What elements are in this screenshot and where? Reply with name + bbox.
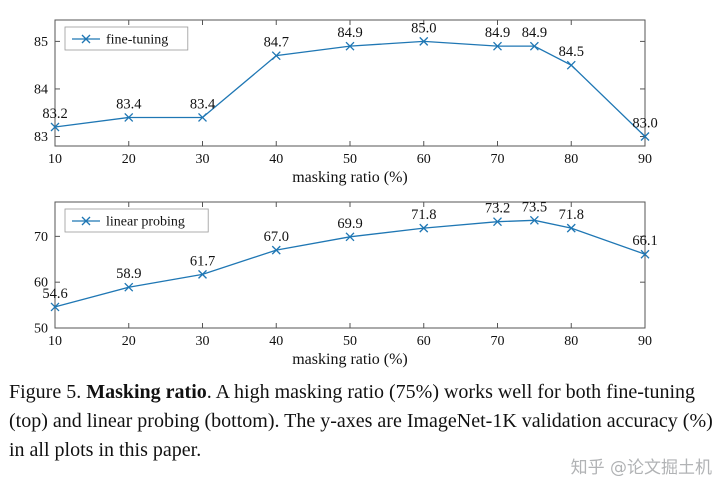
x-axis-label: masking ratio (%) xyxy=(292,351,408,368)
x-tick-label: 70 xyxy=(491,334,505,349)
data-point-label: 84.9 xyxy=(337,25,362,41)
figure-label: Figure 5. xyxy=(9,381,82,403)
data-point-label: 58.9 xyxy=(116,266,141,282)
data-point-label: 85.0 xyxy=(411,20,436,36)
figure-page: 10 20 30 40 50 60 70 80 90 83 84 85 83.2 83.4 83.4 84.7… xyxy=(0,4,722,478)
legend-label: fine-tuning xyxy=(106,33,168,48)
x-tick-label: 30 xyxy=(196,334,210,349)
y-tick-label: 50 xyxy=(34,322,48,337)
data-point-labels: 83.2 83.4 83.4 84.7 84.9 85.0 84.9 84.9 84.5 83.0 xyxy=(42,20,657,131)
x-tick-label: 50 xyxy=(343,152,357,167)
series-markers xyxy=(50,215,650,312)
x-tick-label: 90 xyxy=(638,152,652,167)
y-tick-label: 85 xyxy=(34,35,48,50)
x-tick-label: 20 xyxy=(122,152,136,167)
x-tick-label: 50 xyxy=(343,334,357,349)
data-point-label: 84.9 xyxy=(522,25,547,41)
x-tick-label: 90 xyxy=(638,334,652,349)
y-tick-label: 84 xyxy=(34,82,48,97)
x-tick-label: 80 xyxy=(564,334,578,349)
data-point-label: 67.0 xyxy=(264,229,289,245)
fine-tuning-chart: 10 20 30 40 50 60 70 80 90 83 84 85 83.2 83.4 83.4 84.7… xyxy=(0,4,722,186)
data-point-label: 84.9 xyxy=(485,25,510,41)
x-tick-label: 60 xyxy=(417,334,431,349)
data-point-label: 69.9 xyxy=(337,216,362,232)
figure-title: Masking ratio xyxy=(86,381,207,403)
line-chart-svg: 10 20 30 40 50 60 70 80 90 83 84 85 83.2 83.4 83.4 84.7… xyxy=(34,19,658,186)
x-tick-label: 20 xyxy=(122,334,136,349)
series-markers xyxy=(50,36,650,141)
charts-container: 10 20 30 40 50 60 70 80 90 83 84 85 83.2 83.4 83.4 84.7… xyxy=(0,4,722,368)
x-tick-label: 40 xyxy=(269,334,283,349)
data-point-label: 83.4 xyxy=(190,96,216,112)
figure-caption: Figure 5. Masking ratio. A high masking … xyxy=(9,378,713,465)
data-point-label: 73.5 xyxy=(522,199,547,215)
data-point-label: 73.2 xyxy=(485,201,510,217)
figure-caption-body: . A high masking ratio (75%) works well … xyxy=(9,381,713,461)
data-point-label: 71.8 xyxy=(559,207,584,223)
x-tick-label: 10 xyxy=(48,152,62,167)
x-tick-label: 10 xyxy=(48,334,62,349)
data-point-label: 83.4 xyxy=(116,96,142,112)
legend-label: linear probing xyxy=(106,215,185,230)
axis-ticks: 10 20 30 40 50 60 70 80 90 50 60 70 xyxy=(34,202,652,349)
y-tick-label: 70 xyxy=(34,230,48,245)
x-tick-label: 40 xyxy=(269,152,283,167)
data-point-label: 54.6 xyxy=(42,286,67,302)
series-line xyxy=(54,219,646,308)
x-tick-label: 70 xyxy=(491,152,505,167)
data-point-label: 84.5 xyxy=(559,44,584,60)
data-point-labels: 54.6 58.9 61.7 67.0 69.9 71.8 73.2 73.5 71.8 66.1 xyxy=(42,199,657,302)
x-tick-label: 80 xyxy=(564,152,578,167)
data-point-label: 71.8 xyxy=(411,207,436,223)
data-point-label: 66.1 xyxy=(632,233,657,249)
axis-ticks: 10 20 30 40 50 60 70 80 90 83 84 85 xyxy=(34,20,652,167)
x-tick-label: 30 xyxy=(196,152,210,167)
x-axis-label: masking ratio (%) xyxy=(292,169,408,186)
data-point-label: 84.7 xyxy=(264,35,289,51)
linear-probing-chart: 10 20 30 40 50 60 70 80 90 50 60 70 54.6 58.9 61.7 67.0… xyxy=(0,186,722,368)
legend: fine-tuning xyxy=(64,26,189,51)
data-point-label: 83.2 xyxy=(42,106,67,122)
legend: linear probing xyxy=(64,208,209,233)
series-line xyxy=(54,40,646,137)
data-point-label: 61.7 xyxy=(190,253,215,269)
data-point-label: 83.0 xyxy=(632,115,657,131)
y-tick-label: 83 xyxy=(34,130,48,145)
x-tick-label: 60 xyxy=(417,152,431,167)
y-tick-label: 60 xyxy=(34,276,48,291)
line-chart-svg: 10 20 30 40 50 60 70 80 90 50 60 70 54.6 58.9 61.7 67.0… xyxy=(34,199,658,368)
